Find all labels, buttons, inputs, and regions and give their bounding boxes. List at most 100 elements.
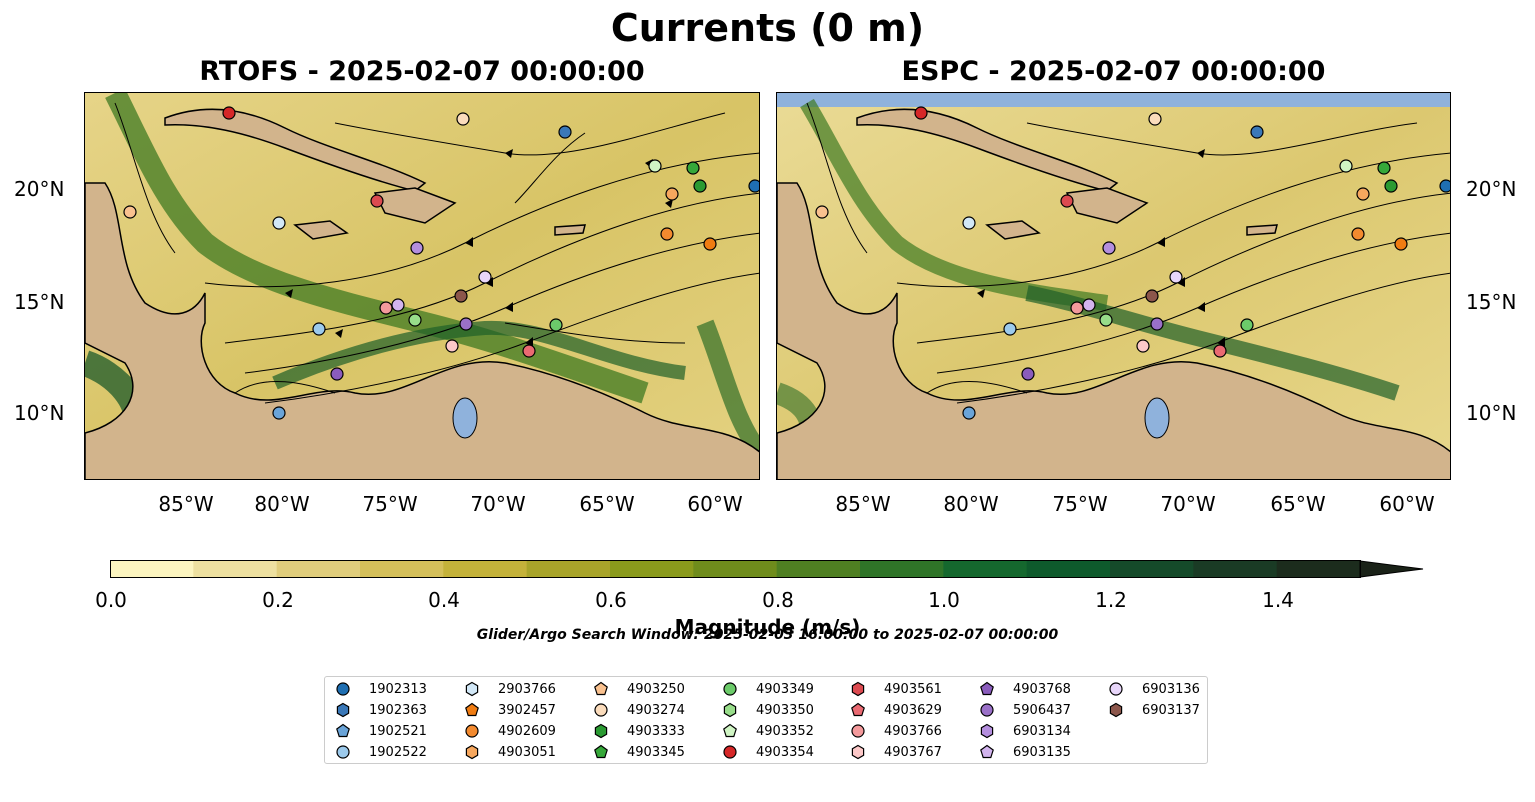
legend-entry: 5906437 — [979, 700, 1071, 720]
legend-label: 1902313 — [369, 681, 427, 697]
current-band — [696, 319, 759, 459]
lon-tick-label: 80°W — [254, 492, 310, 516]
land-mainland — [777, 182, 1450, 479]
lon-tick-label: 75°W — [362, 492, 418, 516]
colorbar-segment — [860, 561, 944, 577]
colorbar-segment — [610, 561, 694, 577]
legend-entry: 1902313 — [335, 679, 427, 699]
colorbar-segments — [110, 560, 1424, 578]
lat-tick-label: 10°N — [1466, 401, 1517, 425]
colorbar-tick-label: 1.0 — [928, 588, 960, 612]
panel-title-rtofs: RTOFS - 2025-02-07 00:00:00 — [199, 56, 645, 87]
legend-entry: 4903333 — [593, 721, 685, 741]
pentagon-marker-icon — [850, 702, 884, 718]
legend-label: 1902363 — [369, 702, 427, 718]
lon-tick-label: 60°W — [1379, 492, 1435, 516]
legend-label: 4903250 — [627, 681, 685, 697]
legend-entry: 4903349 — [722, 679, 814, 699]
colorbar-segment — [1276, 561, 1361, 577]
colorbar-segment — [1026, 561, 1111, 577]
lake-maracaibo — [1144, 397, 1170, 439]
lat-tick-label: 15°N — [1466, 290, 1517, 314]
legend-entry: 2903766 — [464, 679, 556, 699]
legend-label: 5906437 — [1013, 702, 1071, 718]
hexagon-marker-icon — [593, 723, 627, 739]
pentagon-marker-icon — [979, 681, 1013, 697]
streamline-arrows — [977, 149, 1225, 347]
hexagon-marker-icon — [464, 681, 498, 697]
lon-tick-label: 65°W — [579, 492, 635, 516]
legend-entry: 1902521 — [335, 721, 427, 741]
legend-label: 4903629 — [884, 702, 942, 718]
legend-label: 1902521 — [369, 723, 427, 739]
legend-label: 4902609 — [498, 723, 556, 739]
legend-entry: 4903561 — [850, 679, 942, 699]
map-espc-canvas — [777, 93, 1450, 479]
colorbar-title: Magnitude (m/s) — [674, 615, 861, 639]
legend-entry: 4903768 — [979, 679, 1071, 699]
legend-entry: 4903051 — [464, 742, 556, 762]
lon-tick-label: 80°W — [943, 492, 999, 516]
hexagon-marker-icon — [335, 702, 369, 718]
circle-marker-icon — [593, 702, 627, 718]
legend-entry: 4903345 — [593, 742, 685, 762]
land-hispaniola — [1065, 187, 1149, 224]
legend-label: 6903136 — [1142, 681, 1200, 697]
map-panel-espc[interactable] — [776, 92, 1451, 480]
legend-label: 4903354 — [756, 744, 814, 760]
circle-marker-icon — [850, 723, 884, 739]
legend-entry: 6903135 — [979, 742, 1071, 762]
lat-tick-label: 20°N — [1466, 177, 1517, 201]
colorbar-segment — [693, 561, 778, 577]
legend-label: 4903768 — [1013, 681, 1071, 697]
float-markers — [815, 106, 1450, 420]
pentagon-marker-icon — [593, 744, 627, 760]
land-mainland — [85, 182, 759, 479]
colorbar-segment — [526, 561, 611, 577]
legend-entry: 4903350 — [722, 700, 814, 720]
legend-entry: 4903766 — [850, 721, 942, 741]
map-panel-rtofs[interactable] — [84, 92, 760, 480]
hexagon-marker-icon — [979, 723, 1013, 739]
colorbar-segment — [360, 561, 444, 577]
colorbar-segment — [193, 561, 278, 577]
legend-entry: 4903629 — [850, 700, 942, 720]
panel-title-espc: ESPC - 2025-02-07 00:00:00 — [901, 56, 1326, 87]
legend-label: 4903352 — [756, 723, 814, 739]
legend-label: 4903350 — [756, 702, 814, 718]
legend-label: 4903345 — [627, 744, 685, 760]
hexagon-marker-icon — [850, 681, 884, 697]
colorbar-tick-label: 0.0 — [95, 588, 127, 612]
legend-label: 4903051 — [498, 744, 556, 760]
land-jamaica — [293, 220, 349, 240]
figure-title: Currents (0 m) — [610, 6, 925, 50]
pentagon-marker-icon — [979, 744, 1013, 760]
lon-tick-label: 85°W — [835, 492, 891, 516]
land-cuba — [164, 108, 427, 192]
colorbar-extend-arrow — [1359, 560, 1424, 578]
legend-entry: 1902522 — [335, 742, 427, 762]
colorbar-tick-label: 0.4 — [428, 588, 460, 612]
float-markers — [123, 106, 759, 420]
legend-entry: 4903354 — [722, 742, 814, 762]
circle-marker-icon — [335, 744, 369, 760]
pentagon-marker-icon — [593, 681, 627, 697]
current-band — [105, 93, 649, 404]
legend-label: 4903274 — [627, 702, 685, 718]
legend-entry: 6903134 — [979, 721, 1071, 741]
circle-marker-icon — [464, 723, 498, 739]
legend-label: 4903333 — [627, 723, 685, 739]
circle-marker-icon — [1108, 681, 1142, 697]
colorbar-segment — [776, 561, 861, 577]
legend-entry: 6903136 — [1108, 679, 1200, 699]
legend-label: 4903767 — [884, 744, 942, 760]
current-band — [272, 320, 686, 390]
colorbar-segment — [110, 561, 194, 577]
lake-maracaibo — [452, 397, 478, 439]
colorbar-tick-label: 0.6 — [595, 588, 627, 612]
colorbar — [110, 560, 1424, 578]
map-rtofs-canvas — [85, 93, 759, 479]
lat-tick-label: 10°N — [14, 401, 65, 425]
legend-label: 2903766 — [498, 681, 556, 697]
land-puerto-rico — [1246, 224, 1278, 236]
